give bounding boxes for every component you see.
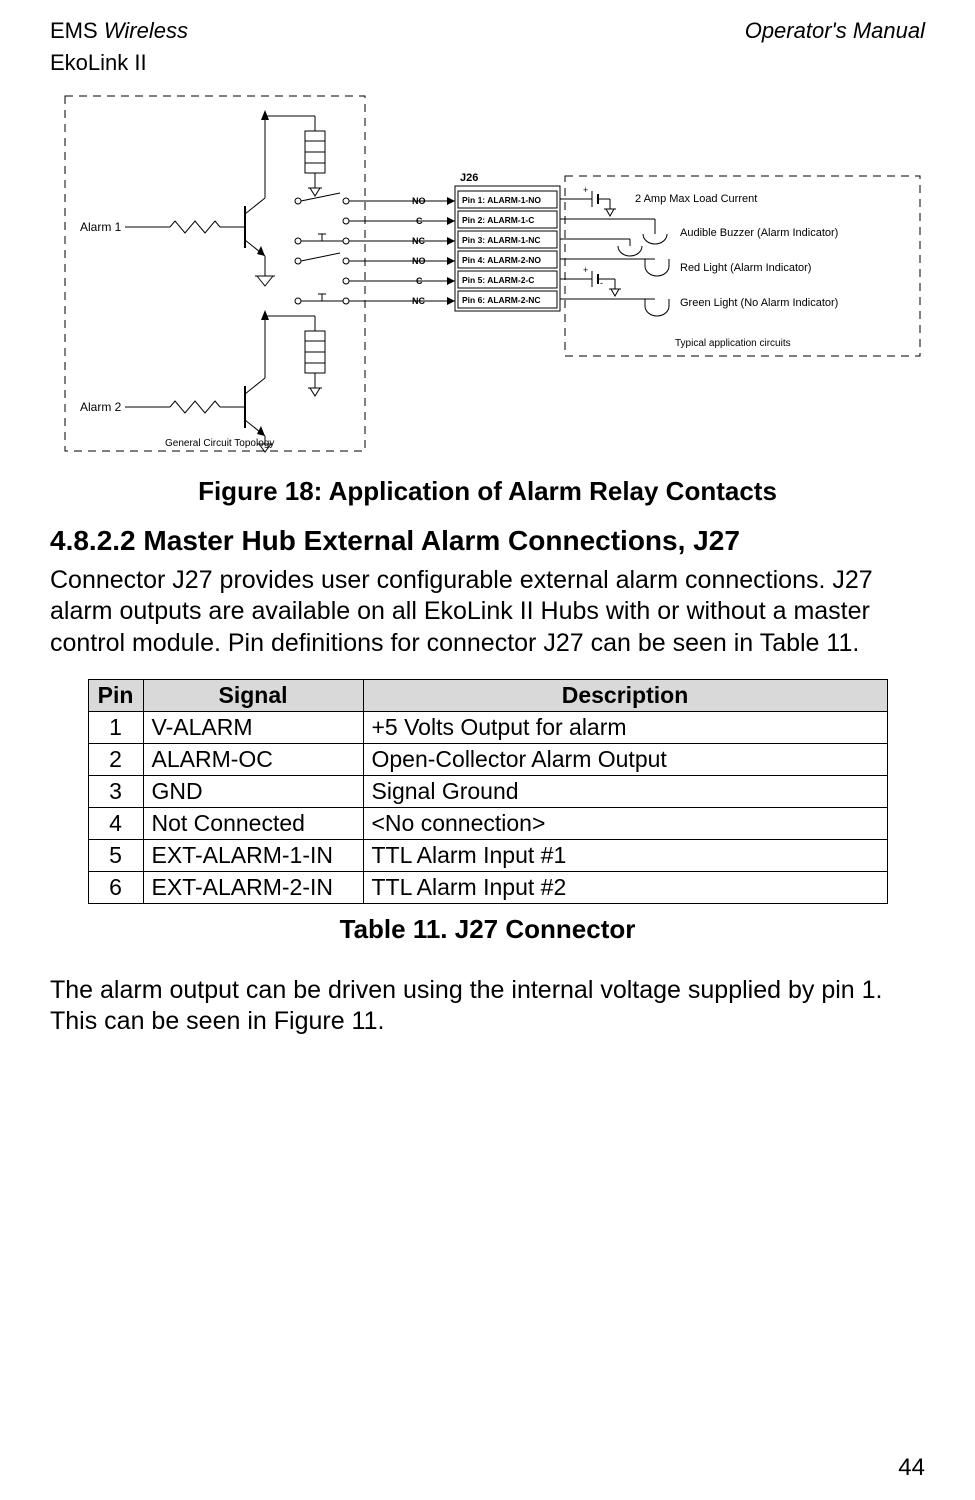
table-cell: 2	[88, 743, 143, 775]
header-left: EMS Wireless	[50, 18, 188, 44]
table-cell: V-ALARM	[143, 711, 363, 743]
svg-text:Typical application circuits: Typical application circuits	[675, 338, 791, 349]
svg-text:2 Amp Max Load Current: 2 Amp Max Load Current	[635, 193, 757, 205]
table-caption: Table 11. J27 Connector	[50, 914, 925, 945]
page-number: 44	[898, 1454, 925, 1482]
svg-text:Pin 3: ALARM-1-NC: Pin 3: ALARM-1-NC	[462, 235, 541, 245]
svg-text:NO: NO	[412, 256, 426, 266]
company-suffix: Wireless	[104, 18, 188, 43]
svg-text:Pin 5: ALARM-2-C: Pin 5: ALARM-2-C	[462, 275, 534, 285]
figure-caption: Figure 18: Application of Alarm Relay Co…	[50, 476, 925, 507]
product-name: EkoLink II	[50, 50, 925, 76]
svg-text:Pin 4: ALARM-2-NO: Pin 4: ALARM-2-NO	[462, 255, 541, 265]
svg-text:+: +	[583, 265, 588, 275]
alarm1-text: Alarm 1	[80, 220, 122, 234]
table-cell: TTL Alarm Input #2	[363, 871, 887, 903]
pin-table: Pin Signal Description 1 V-ALARM +5 Volt…	[88, 679, 888, 904]
table-cell: EXT-ALARM-1-IN	[143, 839, 363, 871]
svg-text:NO: NO	[412, 196, 426, 206]
company-name: EMS	[50, 18, 98, 43]
svg-text:Pin 1: ALARM-1-NO: Pin 1: ALARM-1-NO	[462, 195, 541, 205]
section-title: Master Hub External Alarm Connections, J…	[143, 525, 739, 556]
table-cell: 5	[88, 839, 143, 871]
svg-text:Red Light (Alarm Indicator): Red Light (Alarm Indicator)	[680, 262, 811, 274]
circuit-diagram: Alarm 1	[50, 86, 925, 456]
svg-text:Audible Buzzer (Alarm Indicato: Audible Buzzer (Alarm Indicator)	[680, 227, 838, 239]
table-cell: Not Connected	[143, 807, 363, 839]
svg-text:+: +	[583, 185, 588, 195]
table-cell: 6	[88, 871, 143, 903]
table-cell: +5 Volts Output for alarm	[363, 711, 887, 743]
page-header: EMS Wireless Operator's Manual	[50, 18, 925, 44]
section-number: 4.8.2.2	[50, 525, 136, 556]
table-cell: Open-Collector Alarm Output	[363, 743, 887, 775]
table-cell: TTL Alarm Input #1	[363, 839, 887, 871]
table-cell: EXT-ALARM-2-IN	[143, 871, 363, 903]
table-cell: 4	[88, 807, 143, 839]
table-header-row: Pin Signal Description	[88, 679, 887, 711]
svg-text:NC: NC	[412, 296, 425, 306]
table-cell: GND	[143, 775, 363, 807]
table-row: 1 V-ALARM +5 Volts Output for alarm	[88, 711, 887, 743]
alarm2-text: Alarm 2	[80, 400, 122, 414]
table-row: 6 EXT-ALARM-2-IN TTL Alarm Input #2	[88, 871, 887, 903]
svg-text:General Circuit Topology: General Circuit Topology	[165, 438, 274, 449]
table-row: 5 EXT-ALARM-1-IN TTL Alarm Input #1	[88, 839, 887, 871]
svg-text:Green Light (No Alarm Indicato: Green Light (No Alarm Indicator)	[680, 297, 838, 309]
table-row: 2 ALARM-OC Open-Collector Alarm Output	[88, 743, 887, 775]
svg-text:C: C	[416, 216, 423, 226]
header-right: Operator's Manual	[745, 18, 925, 44]
svg-text:Pin 6: ALARM-2-NC: Pin 6: ALARM-2-NC	[462, 295, 541, 305]
svg-text:Pin 2: ALARM-1-C: Pin 2: ALARM-1-C	[462, 215, 534, 225]
svg-text:NC: NC	[412, 236, 425, 246]
svg-text:C: C	[416, 276, 423, 286]
table-header: Signal	[143, 679, 363, 711]
table-row: 3 GND Signal Ground	[88, 775, 887, 807]
table-cell: <No connection>	[363, 807, 887, 839]
body-paragraph-2: The alarm output can be driven using the…	[50, 975, 925, 1038]
body-paragraph-1: Connector J27 provides user configurable…	[50, 565, 925, 659]
table-cell: 1	[88, 711, 143, 743]
table-header: Pin	[88, 679, 143, 711]
table-row: 4 Not Connected <No connection>	[88, 807, 887, 839]
table-cell: 3	[88, 775, 143, 807]
svg-text:J26: J26	[460, 172, 478, 184]
table-header: Description	[363, 679, 887, 711]
section-heading: 4.8.2.2 Master Hub External Alarm Connec…	[50, 525, 925, 557]
table-cell: ALARM-OC	[143, 743, 363, 775]
table-cell: Signal Ground	[363, 775, 887, 807]
